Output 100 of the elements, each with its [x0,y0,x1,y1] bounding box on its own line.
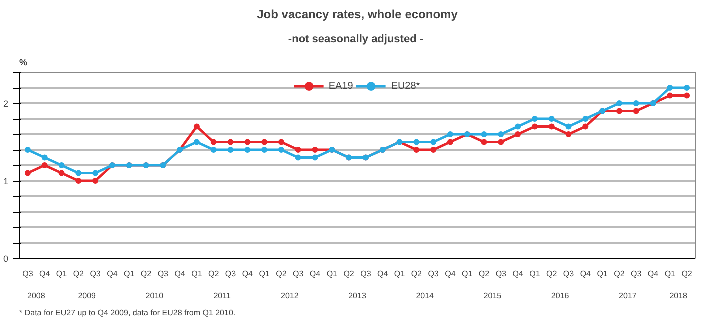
legend-label: EA19 [328,80,354,92]
x-tick-label: Q2 [344,270,355,278]
x-tick-label: Q3 [225,270,237,278]
x-tick-label: Q3 [360,270,372,278]
point [244,139,251,146]
point [684,92,690,99]
point [566,124,572,130]
point [616,100,622,106]
point [194,124,200,130]
text: 2009 [78,292,97,300]
point [515,124,522,130]
text: 2016 [551,292,570,300]
text: 2017 [619,292,638,300]
text: 2008 [28,292,46,300]
point [633,100,640,106]
point [481,132,488,138]
point [210,139,217,146]
x-tick-label: Q1 [597,270,608,278]
x-tick-label: Q3 [293,270,304,278]
point [210,147,217,153]
point [582,124,589,130]
point [515,132,522,138]
x-tick-label: Q1 [192,270,203,278]
point [548,124,555,130]
text: 2011 [214,292,232,300]
x-tick-label: Q2 [614,270,626,278]
x-tick-label: Q3 [158,270,170,278]
point [194,139,200,146]
point [24,147,31,153]
point [684,85,690,91]
point [295,154,302,161]
text: 2013 [348,292,367,300]
chart-title: Job vacancy rates, whole economy [257,8,458,22]
point [633,108,640,114]
point [447,139,454,146]
x-tick-label: Q3 [428,270,440,278]
text: * Data for EU27 up to Q4 2009, data for EU28 from Q1 2010. [20,308,236,318]
chart-subtitle: -not seasonally adjusted - [288,34,424,46]
x-tick-label: Q3 [22,270,34,278]
x-tick-label: Q3 [496,270,508,278]
point [498,132,504,138]
point [430,147,437,153]
x-tick-label: Q2 [276,270,288,278]
point [228,139,234,146]
x-tick-label: Q1 [394,270,406,278]
y-axis-title: % [20,58,28,68]
point [667,92,674,99]
x-tick-label: Q4 [310,270,322,278]
text: 2012 [281,292,300,300]
point [548,116,555,122]
x-tick-label: Q4 [242,270,254,278]
point [92,170,99,176]
x-tick-label: Q2 [411,270,423,278]
point [414,147,420,153]
x-tick-label: Q3 [631,270,642,278]
x-tick-label: Q2 [682,270,693,278]
point [295,147,302,153]
x-tick-label: Q4 [648,270,660,278]
x-tick-label: Q2 [73,270,85,278]
x-tick-label: Q4 [107,270,118,278]
point [42,154,48,161]
point [481,139,488,146]
x-tick-label: Q1 [56,270,68,278]
point [58,170,65,176]
point [42,162,48,168]
point [582,116,589,122]
text: 2015 [484,292,502,300]
x-tick-label: Q1 [664,270,676,278]
x-tick-label: Q1 [259,270,270,278]
text: 2010 [146,292,164,300]
x-tick-label: Q4 [512,270,524,278]
y-tick-label: 1 [3,176,9,186]
x-tick-label: Q1 [530,270,541,278]
x-tick-label: Q4 [580,270,592,278]
point [76,178,82,184]
x-tick-label: Q2 [140,270,152,278]
point [498,139,504,146]
x-tick-label: Q4 [378,270,389,278]
x-tick-label: Q4 [445,270,456,278]
text: 2014 [416,292,435,300]
point [262,139,268,146]
x-tick-label: Q1 [462,270,474,278]
x-tick-label: Q1 [124,270,136,278]
x-tick-label: Q1 [326,270,338,278]
x-tick-label: Q4 [40,270,51,278]
y-tick-label: 0 [3,254,9,264]
x-tick-label: Q3 [563,270,575,278]
x-tick-label: Q2 [478,270,490,278]
point [532,124,538,130]
point [616,108,622,114]
point [430,139,437,146]
point [532,116,538,122]
point [312,154,318,161]
point [244,147,251,153]
point [566,132,572,138]
x-tick-label: Q2 [208,270,220,278]
y-tick-label: 2 [3,99,9,109]
point [76,170,82,176]
point [92,178,99,184]
point [24,170,31,176]
